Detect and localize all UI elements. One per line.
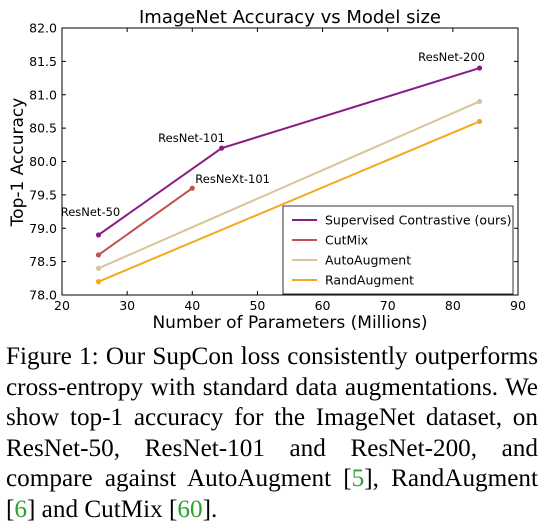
y-tick-label: 82.0 [29,21,57,36]
y-tick-label: 78.0 [29,288,57,303]
y-tick-label: 79.0 [29,221,57,236]
x-tick-label: 90 [510,298,526,313]
y-tick-label: 79.5 [29,187,57,202]
chart: ImageNet Accuracy vs Model size 20 30 40 50… [8,7,526,333]
data-point [95,279,102,285]
data-point [476,98,483,105]
caption-text: ], RandAugment [ [6,465,539,523]
legend-label: CutMix [325,233,368,248]
citation-link-6[interactable]: 6 [14,495,27,523]
point-annotation: ResNet-101 [158,131,225,145]
y-axis-label: Top-1 Accuracy [8,98,28,228]
data-point [95,265,102,271]
data-point [189,185,195,191]
x-tick-label: 30 [119,298,135,313]
x-tick-label: 80 [445,298,461,313]
data-point [476,118,483,125]
caption-text: Figure 1: Our SupCon loss consistently o… [6,343,538,492]
x-tick-label: 50 [249,298,265,313]
series-layer [95,65,483,285]
caption-text: ] and CutMix [ [26,495,178,523]
y-tick-label: 81.5 [29,54,57,69]
citation-link-60[interactable]: 60 [177,495,203,523]
point-annotation: ResNet-50 [61,205,121,219]
x-tick-label: 20 [54,298,70,313]
legend-box [282,205,514,295]
point-annotation: ResNet-200 [418,50,485,64]
y-tick-label: 78.5 [29,254,57,269]
y-tick-label: 81.0 [29,87,57,102]
point-annotation: ResNeXt-101 [195,172,270,186]
chart-title: ImageNet Accuracy vs Model size [139,7,441,28]
legend-label: Supervised Contrastive (ours) [325,213,512,228]
x-tick-label: 60 [315,298,331,313]
data-point [95,252,102,258]
y-tick-label: 80.5 [29,121,57,136]
legend-label: RandAugment [325,273,414,288]
legend: Supervised Contrastive (ours) CutMix AutoA… [282,205,514,295]
series-line [98,100,480,270]
y-tick-label: 80.0 [29,154,57,169]
figure-caption: Figure 1: Our SupCon loss consistently o… [6,342,538,525]
x-tick-label: 40 [184,298,200,313]
data-point [95,232,102,238]
axes: 20 30 40 50 60 70 80 90 78.0 78.5 79.0 79.5 80.0 80.5… [29,21,526,314]
series-line [97,187,193,256]
annotations-layer: ResNet-50 ResNet-101 ResNeXt-101 ResNet-200 [61,50,485,219]
series-line [98,120,480,283]
x-tick-label: 70 [380,298,396,313]
data-point [219,145,225,151]
data-point [476,65,483,71]
x-axis-label: Number of Parameters (Millions) [152,313,427,333]
legend-label: AutoAugment [325,253,411,268]
citation-link-5[interactable]: 5 [351,465,365,492]
caption-text: ]. [202,495,218,523]
